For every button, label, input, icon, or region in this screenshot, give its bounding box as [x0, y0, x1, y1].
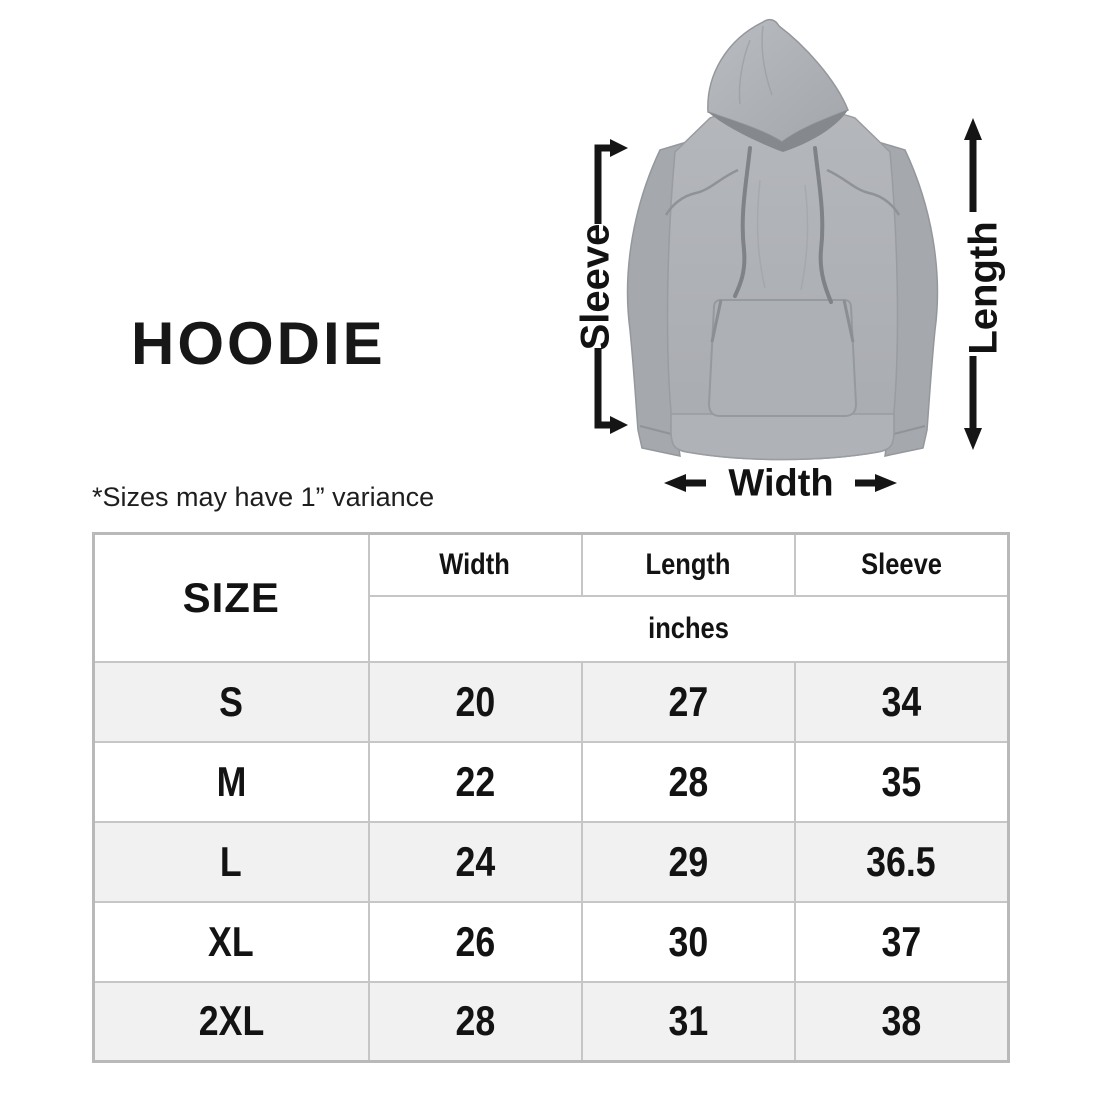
width-cell: 22: [367, 740, 583, 823]
table-row-2xl: 2XL 28 31 38: [92, 980, 1010, 1063]
hoodie-hem: [670, 413, 895, 461]
length-column-header: Length: [580, 532, 796, 597]
sleeve-cell: 37: [793, 900, 1010, 983]
width-cell: 26: [367, 900, 583, 983]
page-title-line1: HOODIE: [131, 310, 386, 377]
sleeve-column-header: Sleeve: [793, 532, 1010, 597]
sleeve-cell: 36.5: [793, 820, 1010, 903]
sleeve-cell: 34: [793, 660, 1010, 743]
size-cell: S: [92, 660, 370, 743]
size-cell: L: [92, 820, 370, 903]
size-column-header: SIZE: [92, 532, 370, 663]
width-column-header: Width: [367, 532, 583, 597]
hoodie-hood: [707, 18, 849, 152]
length-cell: 31: [580, 980, 796, 1063]
width-measure-arrow: [664, 474, 897, 492]
length-cell: 29: [580, 820, 796, 903]
hoodie-seams: [664, 168, 901, 216]
sleeve-measure-label: Sleeve: [573, 223, 618, 351]
table-unit-row: inches: [94, 594, 1010, 663]
sleeve-cell: 38: [793, 980, 1010, 1063]
hoodie-measurement-diagram: Sleeve Length Width: [560, 0, 1030, 520]
size-table: SIZE Width Length Sleeve inches S: [92, 532, 1010, 1063]
size-cell: 2XL: [92, 980, 370, 1063]
size-cell: M: [92, 740, 370, 823]
length-cell: 28: [580, 740, 796, 823]
length-cell: 30: [580, 900, 796, 983]
table-row-m: M 22 28 35: [92, 740, 1010, 823]
width-cell: 24: [367, 820, 583, 903]
hoodie-illustration: [594, 18, 982, 492]
sleeve-measure-arrow: [594, 139, 628, 434]
length-measure-arrow: [964, 118, 982, 450]
unit-header: inches: [367, 594, 1010, 663]
variance-note: *Sizes may have 1” variance: [92, 482, 435, 512]
table-header-row: SIZE Width Length Sleeve: [92, 532, 1010, 663]
table-row-xl: XL 26 30 37: [92, 900, 1010, 983]
hoodie-wrinkles: [756, 179, 809, 291]
width-measure-label: Width: [728, 462, 834, 505]
length-measure-label: Length: [961, 221, 1006, 355]
hoodie-drawstrings: [733, 146, 833, 304]
hoodie-pocket: [707, 299, 858, 417]
table-row-s: S 20 27 34: [92, 660, 1010, 743]
table-row-l: L 24 29 36.5: [92, 820, 1010, 903]
length-cell: 27: [580, 660, 796, 743]
width-cell: 20: [367, 660, 583, 743]
sleeve-cell: 35: [793, 740, 1010, 823]
width-cell: 28: [367, 980, 583, 1063]
size-cell: XL: [92, 900, 370, 983]
